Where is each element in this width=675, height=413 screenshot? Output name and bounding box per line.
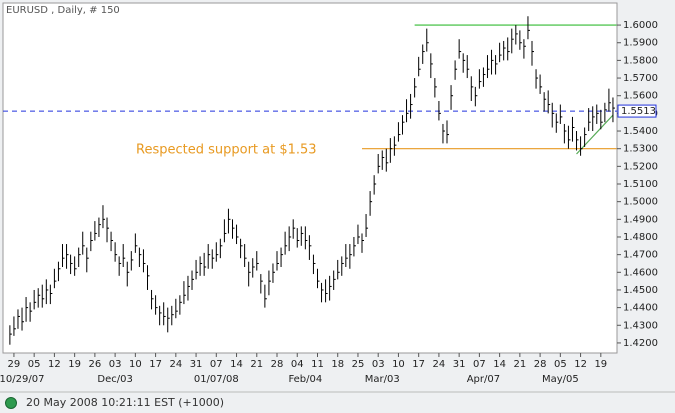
x-tick-label: 12 [574, 359, 587, 370]
current-price-box [617, 104, 657, 118]
x-tick-label: 28 [271, 359, 284, 370]
y-tick-label: 1.5000 [623, 197, 658, 208]
x-tick-label: 07 [210, 359, 223, 370]
x-tick-label: 17 [412, 359, 425, 370]
x-period-label: 01/07/08 [194, 374, 239, 385]
y-tick-label: 1.5100 [623, 179, 658, 190]
x-tick-label: 31 [190, 359, 203, 370]
plot-area [2, 2, 618, 354]
status-dot [5, 397, 17, 409]
chart-title: EURUSD , Daily, # 150 [6, 5, 120, 16]
y-tick-label: 1.5300 [623, 144, 658, 155]
annotation: Respected support at $1.53 [136, 143, 317, 158]
x-tick-label: 04 [291, 359, 304, 370]
y-tick-label: 1.5400 [623, 126, 658, 137]
y-tick-label: 1.6000 [623, 20, 658, 31]
x-tick-label: 12 [48, 359, 61, 370]
x-tick-label: 14 [493, 359, 506, 370]
y-tick-label: 1.4700 [623, 250, 658, 261]
y-tick-label: 1.4600 [623, 267, 658, 278]
x-tick-label: 26 [89, 359, 102, 370]
x-period-label: May/05 [542, 374, 579, 385]
y-tick-label: 1.4300 [623, 320, 658, 331]
y-tick-label: 1.5800 [623, 55, 658, 66]
x-tick-label: 21 [513, 359, 526, 370]
x-tick-label: 19 [68, 359, 81, 370]
x-tick-label: 10 [392, 359, 405, 370]
x-period-label: Feb/04 [288, 374, 322, 385]
x-period-label: Dec/03 [97, 374, 132, 385]
x-tick-label: 11 [311, 359, 324, 370]
x-tick-label: 31 [453, 359, 466, 370]
x-tick-label: 05 [554, 359, 567, 370]
x-tick-label: 28 [534, 359, 547, 370]
x-tick-label: 03 [109, 359, 122, 370]
x-tick-label: 29 [8, 359, 21, 370]
y-tick-label: 1.4500 [623, 285, 658, 296]
x-tick-label: 24 [433, 359, 446, 370]
x-period-label: Apr/07 [467, 374, 500, 385]
x-tick-label: 19 [594, 359, 607, 370]
x-period-label: 10/29/07 [0, 374, 44, 385]
y-tick-label: 1.5200 [623, 161, 658, 172]
y-tick-label: 1.5900 [623, 38, 658, 49]
x-tick-label: 18 [331, 359, 344, 370]
current-price-label: 1.5513 [621, 106, 656, 117]
x-tick-label: 17 [149, 359, 162, 370]
x-tick-label: 05 [28, 359, 41, 370]
x-tick-label: 07 [473, 359, 486, 370]
x-tick-label: 25 [352, 359, 365, 370]
x-period-label: Mar/03 [365, 374, 400, 385]
x-tick-label: 14 [230, 359, 243, 370]
x-tick-label: 21 [250, 359, 263, 370]
x-tick-label: 24 [169, 359, 182, 370]
x-tick-label: 03 [372, 359, 385, 370]
y-tick-label: 1.4900 [623, 214, 658, 225]
y-tick-label: 1.4400 [623, 303, 658, 314]
y-tick-label: 1.5600 [623, 91, 658, 102]
y-tick-label: 1.4800 [623, 232, 658, 243]
drawn-line [576, 114, 614, 155]
y-tick-label: 1.4200 [623, 338, 658, 349]
y-tick-label: 1.5700 [623, 73, 658, 84]
x-tick-label: 10 [129, 359, 142, 370]
timestamp: 20 May 2008 10:21:11 EST (+1000) [26, 396, 224, 409]
